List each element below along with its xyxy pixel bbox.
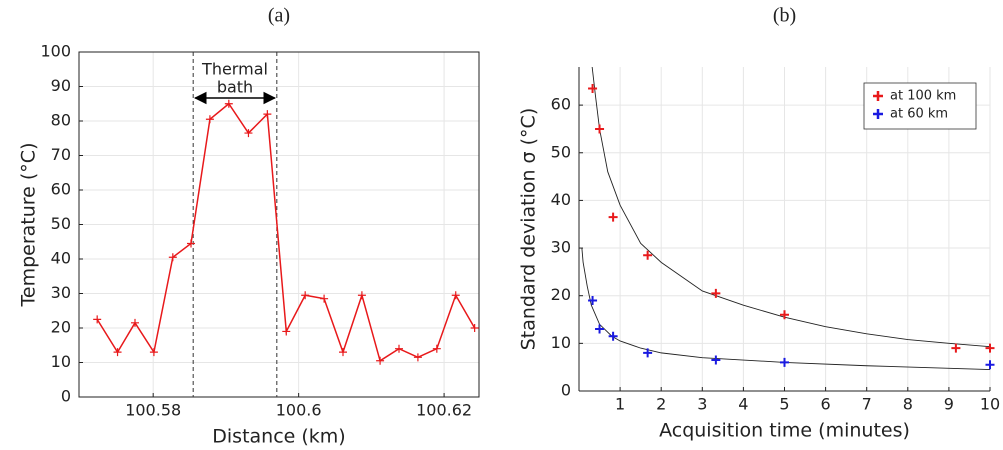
data-point	[263, 110, 272, 119]
x-axis-label: Distance (km)	[212, 426, 345, 448]
panel-title: (b)	[773, 5, 796, 27]
x-axis-label: Acquisition time (minutes)	[659, 420, 910, 442]
legend-marker	[873, 109, 883, 119]
data-point	[131, 318, 139, 327]
data-point	[282, 327, 291, 336]
y-tick-label: 30	[551, 238, 571, 257]
data-point	[643, 250, 653, 260]
y-tick-label: 10	[51, 352, 71, 371]
data-point	[608, 212, 618, 222]
y-tick-label: 50	[551, 142, 571, 161]
y-tick-label: 20	[51, 318, 71, 337]
x-tick-label: 8	[903, 395, 913, 414]
data-point	[951, 343, 961, 353]
data-point	[985, 360, 995, 370]
data-point	[432, 344, 441, 353]
data-point	[711, 355, 721, 365]
data-point	[595, 324, 605, 334]
y-tick-label: 80	[51, 111, 71, 130]
x-tick-label: 10	[980, 395, 1000, 414]
data-point	[588, 295, 598, 305]
data-point	[301, 291, 310, 300]
x-tick-label: 6	[821, 395, 831, 414]
data-point	[413, 353, 422, 362]
legend-label: at 60 km	[890, 107, 948, 122]
data-point	[320, 294, 329, 303]
y-tick-label: 40	[51, 249, 71, 268]
x-tick-label: 7	[862, 395, 872, 414]
x-tick-label: 3	[697, 395, 707, 414]
data-point	[711, 288, 721, 298]
legend-marker	[873, 91, 883, 101]
data-point	[187, 239, 195, 248]
y-axis-label: Standard deviation σ (°C)	[518, 108, 540, 351]
x-tick-label: 100.6	[276, 401, 322, 420]
y-tick-label: 70	[51, 145, 71, 164]
fit-curve	[591, 66, 991, 348]
data-point	[376, 356, 385, 365]
data-line	[96, 102, 476, 362]
y-tick-label: 50	[51, 214, 71, 233]
data-point	[205, 115, 214, 124]
x-tick-label: 4	[738, 395, 748, 414]
y-tick-label: 20	[551, 285, 571, 304]
y-tick-label: 10	[551, 333, 571, 352]
data-point	[451, 291, 460, 300]
data-point	[93, 315, 102, 324]
data-point	[224, 99, 233, 108]
data-point	[470, 324, 479, 332]
data-point	[595, 124, 605, 134]
data-point	[168, 253, 177, 262]
data-point	[357, 291, 366, 300]
y-tick-label: 30	[51, 283, 71, 302]
x-tick-label: 1	[615, 395, 625, 414]
y-tick-label: 60	[51, 180, 71, 199]
data-point	[780, 357, 789, 367]
data-point	[588, 83, 598, 93]
panel-title: (a)	[268, 5, 290, 27]
data-point	[985, 343, 995, 353]
x-tick-label: 2	[656, 395, 666, 414]
y-tick-label: 40	[551, 190, 571, 209]
legend-box	[863, 82, 977, 130]
data-point	[113, 348, 122, 357]
x-tick-label: 9	[944, 395, 954, 414]
data-point	[608, 331, 618, 341]
x-tick-label: 5	[779, 395, 789, 414]
data-point	[244, 129, 253, 138]
y-tick-label: 90	[51, 76, 71, 95]
data-point	[780, 310, 789, 320]
y-tick-label: 60	[551, 95, 571, 114]
data-point	[149, 348, 158, 357]
x-tick-label: 100.62	[416, 401, 472, 420]
data-point	[643, 348, 653, 358]
fit-curve	[581, 248, 991, 371]
annotation: bath	[217, 78, 253, 97]
y-axis-label: Temperature (°C)	[18, 143, 40, 308]
data-point	[339, 348, 347, 357]
annotation: Thermal	[201, 60, 268, 79]
y-tick-label: 100	[40, 42, 71, 61]
legend-label: at 100 km	[890, 89, 956, 104]
x-tick-label: 100.58	[125, 401, 181, 420]
y-tick-label: 0	[561, 381, 571, 400]
y-tick-label: 0	[61, 387, 71, 406]
data-point	[395, 344, 403, 353]
